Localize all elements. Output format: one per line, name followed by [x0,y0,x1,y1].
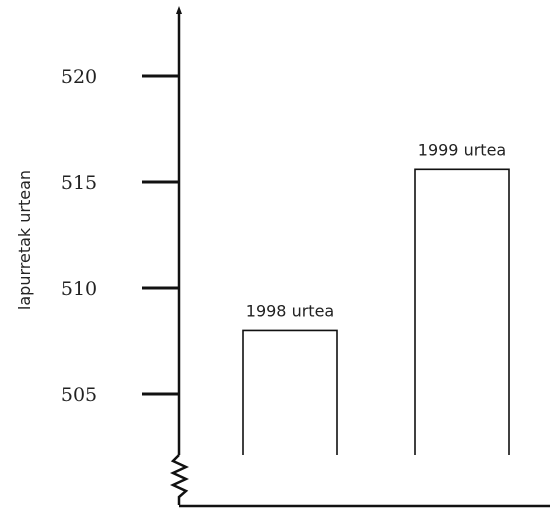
bar-data-label: 1999 urtea [418,140,506,159]
y-tick-label: 520 [61,66,97,88]
bars: 1998 urtea 1999 urtea [242,140,510,455]
axis-break-icon [170,454,189,505]
y-tick-label: 515 [61,172,97,194]
bar [242,329,338,455]
bar-data-label: 1998 urtea [246,301,334,320]
y-tick-label: 505 [61,384,97,406]
y-axis-arrow-icon [176,6,182,14]
y-axis-ticks: 505 510 515 520 [61,66,179,406]
y-axis-title: lapurretak urtean [15,170,34,310]
y-tick-label: 510 [61,278,97,300]
bar [414,168,510,455]
